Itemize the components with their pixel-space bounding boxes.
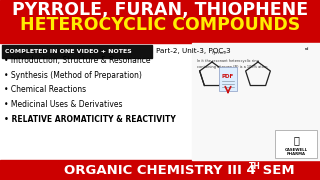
Bar xyxy=(275,130,317,158)
Text: rd: rd xyxy=(305,48,309,51)
Bar xyxy=(192,43,320,160)
FancyBboxPatch shape xyxy=(219,67,237,91)
Text: COMPLETED IN ONE VIDEO + NOTES: COMPLETED IN ONE VIDEO + NOTES xyxy=(5,49,132,54)
Text: CASEWELL: CASEWELL xyxy=(284,148,308,152)
Text: • Chemical Reactions: • Chemical Reactions xyxy=(4,86,86,94)
Text: • Synthesis (Method of Preparation): • Synthesis (Method of Preparation) xyxy=(4,71,142,80)
Text: Pyrrole: Pyrrole xyxy=(212,51,228,55)
Text: • Introduction, Structure & Resonance: • Introduction, Structure & Resonance xyxy=(4,57,150,66)
Text: PYRROLE, FURAN, THIOPHENE: PYRROLE, FURAN, THIOPHENE xyxy=(12,1,308,19)
Text: 🎓: 🎓 xyxy=(293,135,299,145)
Text: containing nitrogen (N) is a 100% atom: containing nitrogen (N) is a 100% atom xyxy=(197,65,268,69)
Text: PDF: PDF xyxy=(222,73,234,78)
Text: HETEROCYCLIC COMPOUNDS: HETEROCYCLIC COMPOUNDS xyxy=(20,16,300,34)
Bar xyxy=(0,160,320,180)
Bar xyxy=(2,45,152,58)
Text: TH: TH xyxy=(249,162,261,171)
Text: PHARMA: PHARMA xyxy=(286,152,306,156)
Text: • Medicinal Uses & Derivatives: • Medicinal Uses & Derivatives xyxy=(4,100,123,109)
Text: • RELATIVE AROMATICITY & REACTIVITY: • RELATIVE AROMATICITY & REACTIVITY xyxy=(4,114,176,123)
Text: ORGANIC CHEMISTRY III 4: ORGANIC CHEMISTRY III 4 xyxy=(64,163,256,177)
Text: SEM: SEM xyxy=(258,163,295,177)
Text: In it the resonant heterocyclic ring: In it the resonant heterocyclic ring xyxy=(197,59,259,63)
Text: Part-2, Unit-3, POC-3: Part-2, Unit-3, POC-3 xyxy=(156,48,231,55)
Bar xyxy=(0,0,320,43)
